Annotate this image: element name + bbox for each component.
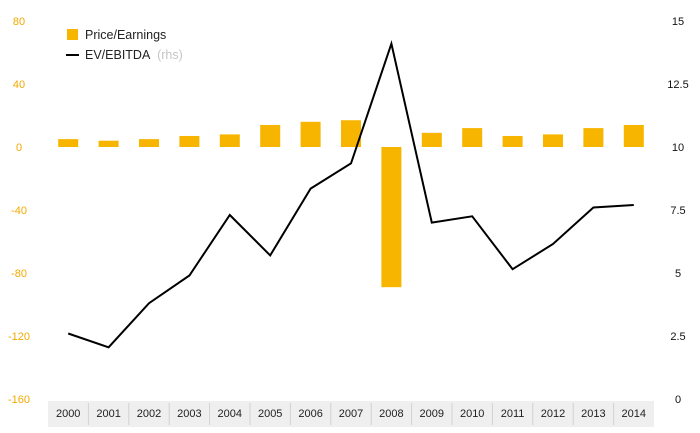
legend: Price/Earnings EV/EBITDA (rhs)	[66, 28, 183, 62]
bar-price-earnings	[341, 120, 361, 147]
bar-price-earnings	[98, 140, 119, 147]
x-tick-label: 2013	[581, 408, 605, 420]
x-tick-label: 2014	[622, 408, 646, 420]
bar-series	[58, 120, 644, 288]
right-axis-tick-label: 2.5	[670, 331, 685, 343]
x-axis-band	[48, 401, 654, 427]
left-axis-tick-label: 40	[13, 79, 25, 91]
left-axis-ticks: 80 40 0 -40 -80 -120 -160	[8, 16, 30, 406]
bar-price-earnings	[623, 124, 644, 147]
x-tick-label: 2012	[541, 408, 565, 420]
right-axis-tick-label: 7.5	[670, 205, 685, 217]
right-axis-ticks: 15 12.5 10 7.5 5 2.5 0	[667, 16, 688, 406]
left-axis-tick-label: -40	[11, 205, 27, 217]
x-tick-label: 2009	[420, 408, 444, 420]
bar-price-earnings	[179, 135, 200, 147]
x-tick-label: 2008	[379, 408, 403, 420]
x-tick-label: 2007	[339, 408, 363, 420]
left-axis-tick-label: -120	[8, 331, 30, 343]
right-axis-tick-label: 5	[675, 268, 681, 280]
bar-price-earnings	[421, 132, 442, 147]
bar-price-earnings	[139, 139, 159, 147]
x-tick-label: 2010	[460, 408, 484, 420]
left-axis-tick-label: 80	[13, 16, 25, 28]
right-axis-tick-label: 10	[672, 142, 684, 154]
x-tick-label: 2001	[96, 408, 120, 420]
x-axis-ticks: 2000 2001 2002 2003 2004 2005 2006 2007 2008 2009…	[56, 403, 646, 425]
bar-price-earnings	[219, 134, 240, 147]
left-axis-tick-label: -160	[8, 394, 30, 406]
x-tick-label: 2002	[137, 408, 161, 420]
x-tick-label: 2004	[218, 408, 242, 420]
legend-swatch-price-earnings	[67, 29, 78, 40]
legend-label-ev-ebitda-main: EV/EBITDA	[85, 48, 151, 62]
legend-label-price-earnings: Price/Earnings	[85, 28, 166, 42]
x-tick-label: 2003	[177, 408, 201, 420]
x-tick-label: 2000	[56, 408, 80, 420]
left-axis-tick-label: -80	[11, 268, 27, 280]
bar-price-earnings	[58, 139, 79, 147]
bar-price-earnings	[381, 147, 402, 288]
x-tick-label: 2005	[258, 408, 282, 420]
line-series	[67, 40, 634, 349]
bar-price-earnings	[260, 124, 281, 147]
left-axis-tick-label: 0	[16, 142, 22, 154]
legend-label-ev-ebitda: EV/EBITDA (rhs)	[85, 48, 183, 62]
x-tick-label: 2006	[298, 408, 322, 420]
right-axis-tick-label: 0	[675, 394, 681, 406]
bar-price-earnings	[583, 128, 604, 147]
x-tick-label: 2011	[501, 408, 525, 420]
line-ev-ebitda	[67, 40, 634, 349]
bar-price-earnings	[300, 121, 321, 147]
bar-price-earnings	[543, 134, 563, 147]
right-axis-tick-label: 12.5	[667, 79, 688, 91]
right-axis-tick-label: 15	[672, 16, 684, 28]
legend-label-ev-ebitda-suffix: (rhs)	[157, 48, 183, 62]
bar-price-earnings	[502, 135, 523, 147]
bar-price-earnings	[462, 128, 483, 147]
